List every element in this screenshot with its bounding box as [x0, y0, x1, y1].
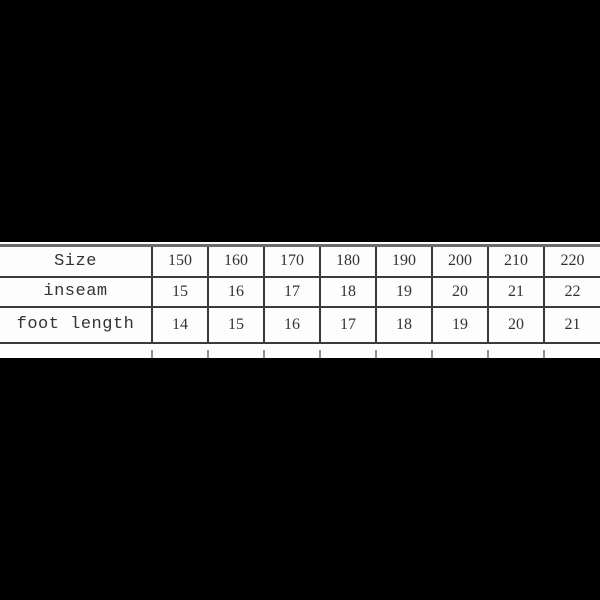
bottom-black-area [0, 358, 600, 600]
foot-length-value-cell: 18 [375, 305, 433, 344]
column-line-stub [487, 350, 489, 358]
column-line-stub [319, 350, 321, 358]
foot-length-value-cell: 20 [487, 305, 545, 344]
foot-length-value-cell: 21 [543, 305, 600, 344]
row-label-inseam: inseam [0, 275, 153, 308]
column-line-stub [431, 350, 433, 358]
column-line-stub [263, 350, 265, 358]
foot-length-value-cell: 14 [151, 305, 209, 344]
inseam-value-cell: 19 [375, 275, 433, 308]
inseam-value-cell: 20 [431, 275, 489, 308]
foot-length-value-cell: 16 [263, 305, 321, 344]
foot-length-value-cell: 19 [431, 305, 489, 344]
size-value-cell: 170 [263, 244, 321, 278]
table-row-size: Size 150 160 170 180 190 200 210 220 [0, 244, 600, 278]
column-line-stub [151, 350, 153, 358]
inseam-value-cell: 16 [207, 275, 265, 308]
size-value-cell: 190 [375, 244, 433, 278]
table-row-foot-length: foot length 14 15 16 17 18 19 20 21 [0, 305, 600, 344]
column-line-stub [375, 350, 377, 358]
size-value-cell: 200 [431, 244, 489, 278]
inseam-value-cell: 22 [543, 275, 600, 308]
inseam-value-cell: 17 [263, 275, 321, 308]
size-value-cell: 220 [543, 244, 600, 278]
size-value-cell: 180 [319, 244, 377, 278]
size-value-cell: 150 [151, 244, 209, 278]
top-black-area [0, 0, 600, 242]
size-value-cell: 210 [487, 244, 545, 278]
inseam-value-cell: 21 [487, 275, 545, 308]
foot-length-value-cell: 17 [319, 305, 377, 344]
table-row-inseam: inseam 15 16 17 18 19 20 21 22 [0, 275, 600, 308]
table-band: Size 150 160 170 180 190 200 210 220 ins… [0, 242, 600, 358]
column-line-stub [543, 350, 545, 358]
foot-length-value-cell: 15 [207, 305, 265, 344]
column-line-stub [207, 350, 209, 358]
size-value-cell: 160 [207, 244, 265, 278]
row-label-size: Size [0, 244, 153, 278]
row-label-foot-length: foot length [0, 305, 153, 344]
inseam-value-cell: 15 [151, 275, 209, 308]
size-chart-table: Size 150 160 170 180 190 200 210 220 ins… [0, 244, 600, 344]
inseam-value-cell: 18 [319, 275, 377, 308]
